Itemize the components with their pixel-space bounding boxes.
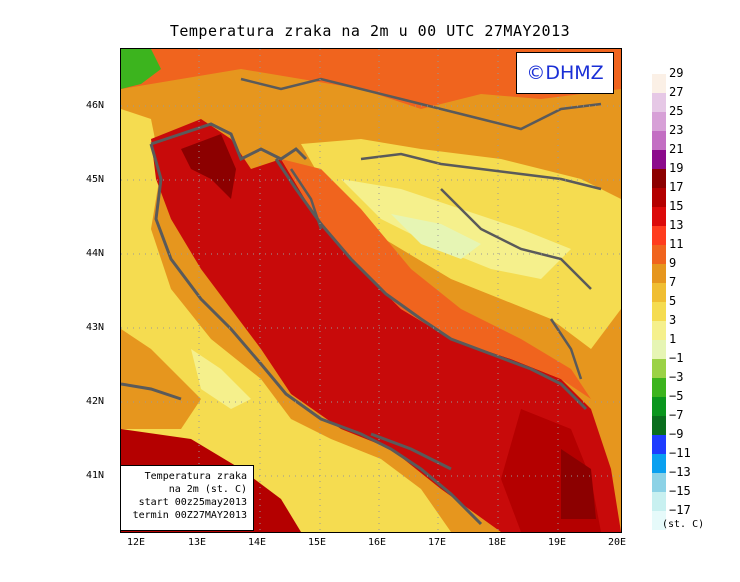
- legend-swatch: [652, 207, 666, 226]
- legend-swatch: [652, 264, 666, 283]
- lon-label: 12E: [127, 537, 146, 548]
- legend-label: −13: [669, 465, 691, 479]
- legend-label: −1: [669, 351, 684, 365]
- legend-swatch: [652, 492, 666, 511]
- lat-label: 41N: [86, 470, 105, 481]
- legend-label: 5: [669, 294, 677, 308]
- legend-swatch: [652, 340, 666, 359]
- lon-label: 17E: [428, 537, 447, 548]
- lat-label: 42N: [86, 396, 105, 407]
- legend-swatch: [652, 454, 666, 473]
- legend-swatch: [652, 378, 666, 397]
- legend-unit: (st. C): [662, 519, 705, 530]
- legend-label: 23: [669, 123, 684, 137]
- legend-swatch: [652, 112, 666, 131]
- lon-label: 14E: [248, 537, 267, 548]
- legend-label: 3: [669, 313, 677, 327]
- lon-label: 16E: [368, 537, 387, 548]
- legend-label: 13: [669, 218, 684, 232]
- legend-swatch: [652, 131, 666, 150]
- legend-swatch: [652, 511, 666, 530]
- map-title: Temperatura zraka na 2m u 00 UTC 27MAY20…: [169, 22, 571, 40]
- lon-label: 18E: [488, 537, 507, 548]
- lon-label: 13E: [188, 537, 207, 548]
- legend-swatch: [652, 188, 666, 207]
- legend-label: −5: [669, 389, 684, 403]
- info-line: start 00z25may2013: [138, 497, 247, 508]
- legend-swatch: [652, 93, 666, 112]
- lat-label: 43N: [86, 322, 105, 333]
- legend-swatch: [652, 150, 666, 169]
- legend-label: 1: [669, 332, 677, 346]
- legend-label: 27: [669, 85, 684, 99]
- temperature-map: [120, 48, 622, 533]
- lon-label: 15E: [308, 537, 327, 548]
- legend-swatch: [652, 74, 666, 93]
- legend-label: −7: [669, 408, 684, 422]
- legend-swatch: [652, 169, 666, 188]
- legend-swatch: [652, 321, 666, 340]
- legend-label: −3: [669, 370, 684, 384]
- legend-swatch: [652, 435, 666, 454]
- legend-label: −9: [669, 427, 684, 441]
- dhmz-logo: ©DHMZ: [516, 52, 614, 94]
- legend-label: 15: [669, 199, 684, 213]
- legend-swatch: [652, 359, 666, 378]
- legend-swatch: [652, 226, 666, 245]
- legend-swatch: [652, 283, 666, 302]
- legend-label: 29: [669, 66, 684, 80]
- legend-label: 19: [669, 161, 684, 175]
- legend-label: −17: [669, 503, 691, 517]
- lon-label: 19E: [548, 537, 567, 548]
- legend-label: 7: [669, 275, 677, 289]
- legend-label: 21: [669, 142, 684, 156]
- legend-label: −15: [669, 484, 691, 498]
- legend-swatch: [652, 416, 666, 435]
- lat-label: 44N: [86, 248, 105, 259]
- legend-swatch: [652, 245, 666, 264]
- legend-label: −11: [669, 446, 691, 460]
- lat-label: 45N: [86, 174, 105, 185]
- legend-label: 11: [669, 237, 684, 251]
- legend-swatch: [652, 302, 666, 321]
- legend-swatch: [652, 397, 666, 416]
- info-line: termin 00Z27MAY2013: [132, 510, 247, 521]
- legend-swatch: [652, 473, 666, 492]
- info-line: na 2m (st. C): [168, 484, 247, 495]
- legend-label: 17: [669, 180, 684, 194]
- info-box: Temperatura zraka na 2m (st. C) start 00…: [120, 465, 254, 531]
- lat-label: 46N: [86, 100, 105, 111]
- legend-label: 25: [669, 104, 684, 118]
- legend-label: 9: [669, 256, 677, 270]
- info-line: Temperatura zraka: [144, 471, 247, 482]
- lon-label: 20E: [608, 537, 627, 548]
